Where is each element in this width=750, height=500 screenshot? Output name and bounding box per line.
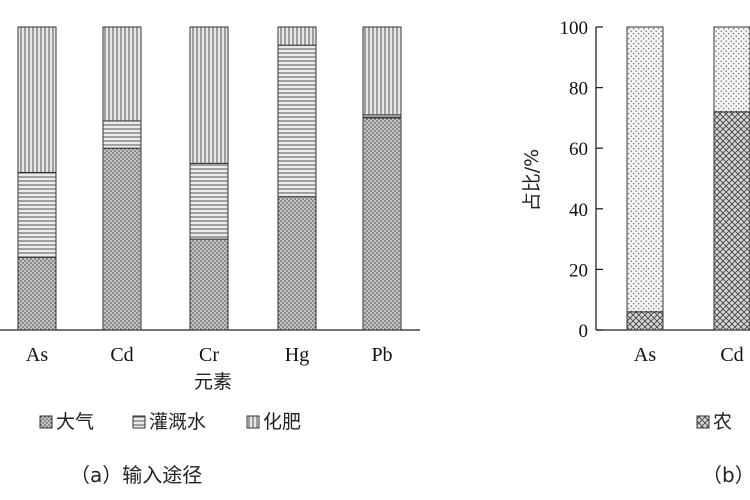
bar-a-as-s2 bbox=[17, 26, 57, 173]
legend-label-a-1: 灌溉水 bbox=[149, 411, 206, 433]
bar-a-hg-s2 bbox=[277, 26, 317, 46]
tick-label-a-hg: Hg bbox=[285, 344, 309, 366]
bar-a-cd-s2 bbox=[102, 26, 142, 122]
panel-b-category-labels: As Cd bbox=[634, 344, 744, 366]
panel-a-category-labels: As Cd Cr Hg Pb bbox=[26, 344, 393, 366]
legend-swatch-a-0 bbox=[39, 415, 53, 429]
y-tick-label-b-100: 100 bbox=[560, 18, 589, 39]
bar-a-cd-s0 bbox=[102, 147, 142, 331]
bar-a-hg-s0 bbox=[277, 196, 317, 331]
panel-b-caption: （b） bbox=[702, 463, 750, 487]
tick-label-a-pb: Pb bbox=[371, 344, 392, 366]
bar-b-cd-s0 bbox=[713, 111, 750, 331]
panel-a: As Cd Cr Hg Pb 元素 大气 灌溉水 化肥 （a）输入途径 bbox=[0, 26, 420, 487]
panel-b-legend: 农 bbox=[696, 411, 732, 433]
panel-a-caption: （a）输入途径 bbox=[70, 463, 202, 487]
panel-a-legend: 大气 灌溉水 化肥 bbox=[39, 411, 301, 433]
panel-a-x-axis-label: 元素 bbox=[194, 371, 232, 393]
y-tick-label-b-80: 80 bbox=[569, 79, 588, 100]
y-tick-label-b-40: 40 bbox=[569, 200, 588, 221]
legend-swatch-a-2 bbox=[246, 415, 260, 429]
bar-a-as-s0 bbox=[17, 256, 57, 331]
y-tick-label-b-20: 20 bbox=[569, 260, 588, 281]
panel-b: 0 20 40 60 80 100 占比/% As Cd 农 （b） bbox=[521, 18, 750, 487]
tick-label-a-cr: Cr bbox=[199, 344, 219, 366]
bar-a-pb-s0 bbox=[362, 117, 402, 331]
tick-label-b-as: As bbox=[634, 344, 656, 366]
y-tick-label-b-0: 0 bbox=[579, 321, 589, 342]
tick-label-a-as: As bbox=[26, 344, 48, 366]
legend-label-a-2: 化肥 bbox=[263, 411, 301, 433]
tick-label-b-cd: Cd bbox=[720, 344, 743, 366]
bar-a-cr-s1 bbox=[189, 162, 229, 240]
legend-label-a-0: 大气 bbox=[56, 411, 94, 433]
legend-swatch-a-1 bbox=[132, 415, 146, 429]
bar-a-hg-s1 bbox=[277, 44, 317, 198]
panel-a-bars bbox=[17, 26, 402, 331]
bar-b-as-s0 bbox=[626, 311, 664, 331]
bar-a-cr-s2 bbox=[189, 26, 229, 164]
bar-a-cd-s1 bbox=[102, 120, 142, 149]
legend-label-b-0: 农 bbox=[713, 411, 732, 433]
y-tick-label-b-60: 60 bbox=[569, 139, 588, 160]
bar-a-cr-s0 bbox=[189, 238, 229, 331]
tick-label-a-cd: Cd bbox=[110, 344, 133, 366]
bar-a-pb-s2 bbox=[362, 26, 402, 116]
bar-b-as-s1 bbox=[626, 26, 664, 313]
bar-b-cd-s1 bbox=[713, 26, 750, 113]
panel-b-y-ticks: 0 20 40 60 80 100 bbox=[560, 18, 603, 342]
legend-swatch-b-0 bbox=[696, 415, 710, 429]
panel-b-bars bbox=[626, 26, 750, 331]
panel-b-y-axis-label: 占比/% bbox=[521, 149, 543, 211]
bar-a-as-s1 bbox=[17, 171, 57, 258]
